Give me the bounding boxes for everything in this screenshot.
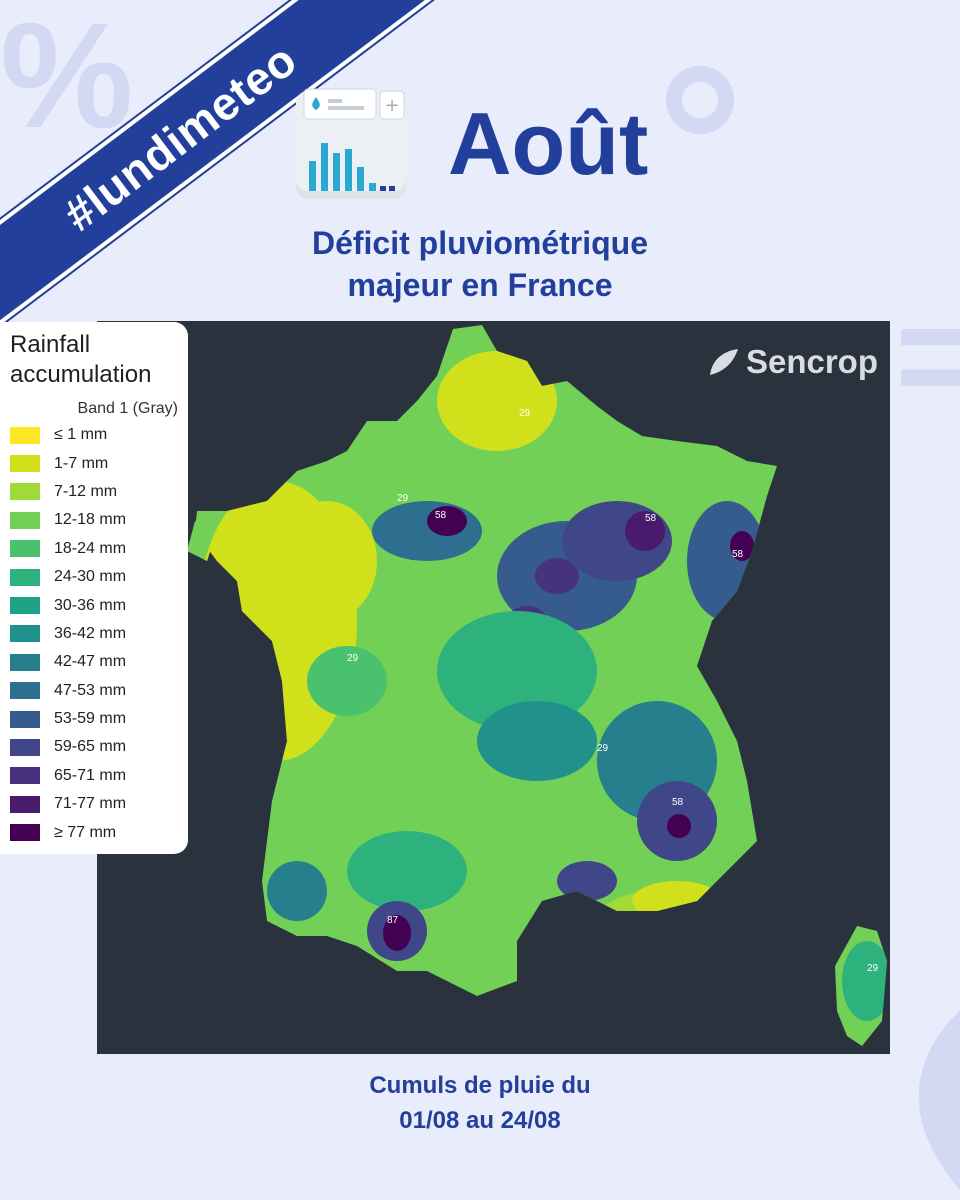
contour-label: 58 [645, 513, 657, 524]
svg-text:+: + [384, 95, 399, 116]
legend-item: 30-36 mm [10, 591, 178, 619]
legend-swatch [10, 483, 40, 501]
legend-title: Rainfall accumulation [10, 330, 178, 390]
legend-label: 1-7 mm [54, 454, 109, 472]
legend-label: 42-47 mm [54, 653, 127, 671]
legend-item: 1-7 mm [10, 449, 178, 477]
contour-label: 58 [672, 797, 684, 808]
legend-swatch [10, 540, 40, 558]
legend-label: 12-18 mm [54, 511, 127, 529]
legend-item: ≥ 77 mm [10, 818, 178, 846]
legend-label: 7-12 mm [54, 482, 118, 500]
legend-swatch [10, 767, 40, 785]
legend-label: 36-42 mm [54, 624, 127, 642]
rainfall-map: 29 29 58 58 58 29 29 58 87 29 Sencrop [97, 321, 890, 1054]
contour-label: 29 [597, 743, 609, 754]
subtitle-line-2: majeur en France [347, 267, 613, 303]
legend-item: 18-24 mm [10, 535, 178, 563]
legend-label: 30-36 mm [54, 596, 127, 614]
contour-label: 29 [519, 408, 531, 419]
legend-item: 47-53 mm [10, 677, 178, 705]
legend-item: 65-71 mm [10, 762, 178, 790]
legend-item: 12-18 mm [10, 506, 178, 534]
leaf-decoration [918, 1010, 960, 1190]
contour-label: 29 [347, 653, 359, 664]
legend-swatch [10, 426, 40, 444]
contour-label: 29 [867, 963, 879, 974]
brand-name: Sencrop [745, 343, 878, 380]
legend-band-label: Band 1 (Gray) [77, 400, 178, 417]
legend-label: 59-65 mm [54, 738, 127, 756]
legend-item: 36-42 mm [10, 620, 178, 648]
weather-data-icon: + [296, 88, 406, 199]
legend-label: ≥ 77 mm [54, 823, 117, 841]
legend-item: 7-12 mm [10, 478, 178, 506]
legend-swatch [10, 511, 40, 529]
legend-swatch [10, 795, 40, 813]
brand-logo: Sencrop [706, 343, 878, 381]
legend-title-line-1: Rainfall [10, 331, 91, 358]
france-rainfall-map: 29 29 58 58 58 29 29 58 87 29 [187, 325, 887, 1046]
map-legend: Rainfall accumulation Band 1 (Gray) ≤ 1 … [0, 322, 188, 854]
leaf-logo-icon [709, 349, 738, 375]
contour-label: 58 [435, 510, 447, 521]
contour-label: 87 [387, 915, 399, 926]
legend-label: 24-30 mm [54, 568, 127, 586]
legend-item: 59-65 mm [10, 733, 178, 761]
circle-decoration [666, 66, 734, 134]
legend-item: ≤ 1 mm [10, 421, 178, 449]
legend-label: 47-53 mm [54, 681, 127, 699]
legend-label: 18-24 mm [54, 539, 127, 557]
caption-line-1: Cumuls de pluie du [369, 1072, 591, 1099]
legend-item: 24-30 mm [10, 563, 178, 591]
legend-item: 71-77 mm [10, 790, 178, 818]
contour-label: 58 [732, 549, 744, 560]
legend-label: 71-77 mm [54, 795, 127, 813]
contour-label: 29 [397, 493, 409, 504]
legend-swatch [10, 824, 40, 842]
legend-swatch [10, 568, 40, 586]
legend-label: ≤ 1 mm [54, 426, 108, 444]
percent-decoration: % [0, 0, 134, 159]
subtitle-line-1: Déficit pluviométrique [311, 225, 649, 261]
legend-swatch [10, 625, 40, 643]
page-title: Août [448, 94, 649, 193]
legend-swatch [10, 653, 40, 671]
legend-label: 65-71 mm [54, 766, 127, 784]
legend-swatch [10, 710, 40, 728]
legend-item: 53-59 mm [10, 705, 178, 733]
legend-items: ≤ 1 mm 1-7 mm 7-12 mm 12-18 mm 18-24 mm 24-30… [10, 421, 178, 847]
legend-swatch [10, 455, 40, 473]
page-subtitle: Déficit pluviométrique majeur en France [200, 222, 760, 306]
legend-item: 42-47 mm [10, 648, 178, 676]
legend-swatch [10, 738, 40, 756]
legend-label: 53-59 mm [54, 710, 127, 728]
date-range-caption: Cumuls de pluie du 01/08 au 24/08 [230, 1068, 730, 1138]
legend-swatch [10, 597, 40, 615]
equals-decoration: = [895, 271, 960, 439]
legend-title-line-2: accumulation [10, 361, 152, 388]
legend-swatch [10, 682, 40, 700]
caption-line-2: 01/08 au 24/08 [399, 1107, 561, 1134]
